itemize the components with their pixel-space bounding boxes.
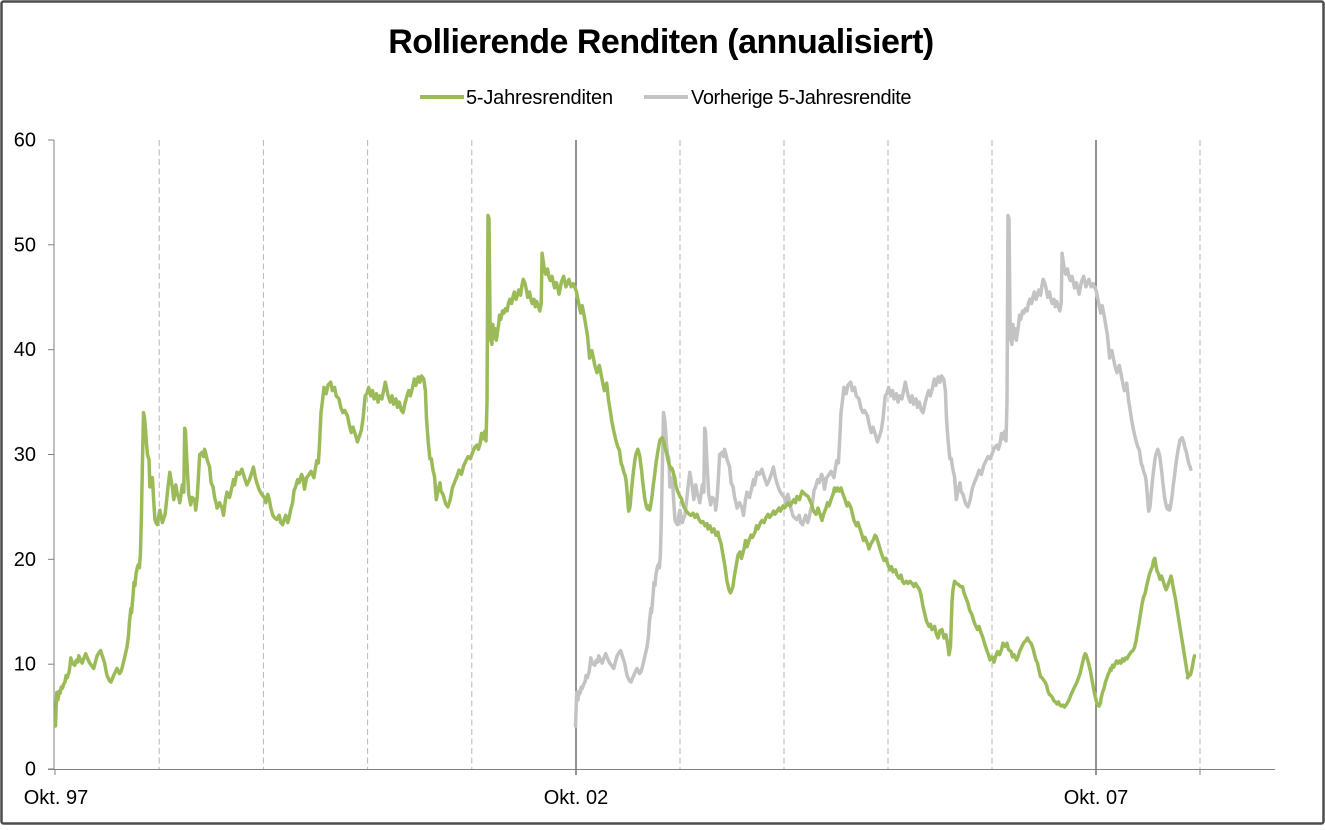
- svg-text:Okt. 07: Okt. 07: [1064, 787, 1128, 809]
- svg-text:40: 40: [14, 339, 36, 361]
- svg-text:50: 50: [14, 234, 36, 256]
- svg-text:10: 10: [14, 654, 36, 676]
- svg-text:Vorherige 5-Jahresrendite: Vorherige 5-Jahresrendite: [691, 87, 911, 109]
- svg-text:20: 20: [14, 549, 36, 571]
- svg-text:60: 60: [14, 130, 36, 152]
- svg-text:Okt. 02: Okt. 02: [544, 787, 608, 809]
- svg-text:5-Jahresrenditen: 5-Jahresrenditen: [466, 87, 613, 109]
- svg-text:0: 0: [25, 759, 36, 781]
- svg-text:Rollierende Renditen (annualis: Rollierende Renditen (annualisiert): [388, 23, 933, 61]
- svg-text:30: 30: [14, 444, 36, 466]
- svg-text:Okt. 97: Okt. 97: [24, 787, 88, 809]
